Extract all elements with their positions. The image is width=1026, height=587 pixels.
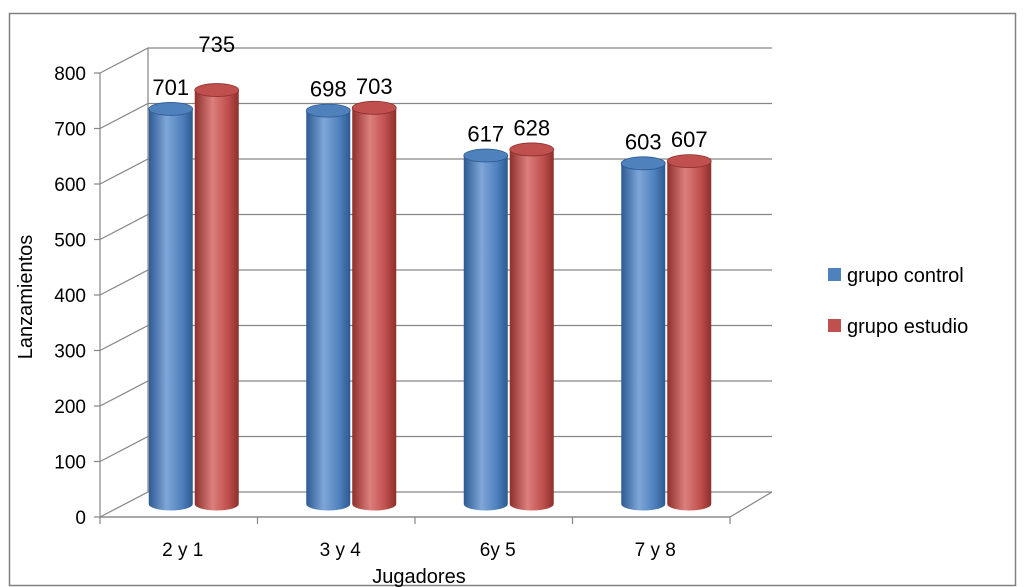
y-tick-label: 700	[54, 120, 86, 141]
bar-control	[463, 148, 509, 511]
x-tick-label: 2 y 1	[162, 540, 203, 561]
data-label: 603	[625, 129, 662, 154]
legend-swatch-estudio	[828, 319, 841, 332]
legend-item-control[interactable]: grupo control	[828, 265, 964, 287]
data-label: 617	[467, 122, 504, 147]
x-axis-title: Jugadores	[372, 566, 465, 587]
grid-layer	[99, 47, 773, 518]
data-label: 701	[152, 75, 189, 100]
bars-layer	[148, 83, 712, 511]
legend-label-control: grupo control	[847, 265, 964, 287]
bar-control	[148, 102, 194, 511]
x-tick-label: 7 y 8	[635, 540, 676, 561]
y-tick-label: 300	[54, 342, 86, 363]
y-axis-title: Lanzamientos	[15, 235, 37, 360]
x-tick-label: 6y 5	[480, 540, 516, 561]
legend-swatch-control	[828, 268, 841, 281]
data-label: 698	[310, 77, 347, 102]
bar-control	[305, 103, 351, 511]
data-label: 628	[513, 115, 550, 140]
y-tick-label: 400	[54, 286, 86, 307]
y-tick-label: 500	[54, 231, 86, 252]
labels-layer: 701 735 698 703 617 628 603 607	[152, 32, 707, 154]
legend-item-estudio[interactable]: grupo estudio	[828, 316, 968, 338]
bar-estudio	[666, 154, 712, 511]
data-label: 607	[671, 127, 708, 152]
bar-estudio	[194, 83, 240, 511]
bar-control	[620, 156, 666, 511]
legend-label-estudio: grupo estudio	[847, 316, 968, 338]
y-tick-label: 100	[54, 453, 86, 474]
y-tick-label: 800	[54, 64, 86, 85]
y-tick-label: 600	[54, 175, 86, 196]
axis-layer: 0 100 200 300 400 500 600 700 800 2 y 1 3 y 4 6y 5 7…	[54, 64, 731, 561]
y-tick-label: 0	[75, 508, 86, 529]
data-label: 703	[356, 74, 393, 99]
legend: grupo control grupo estudio	[828, 265, 968, 338]
y-tick-label: 200	[54, 397, 86, 418]
bar-estudio	[509, 142, 555, 511]
bar-estudio	[351, 100, 397, 511]
data-label: 735	[198, 32, 235, 57]
x-tick-label: 3 y 4	[320, 540, 362, 561]
